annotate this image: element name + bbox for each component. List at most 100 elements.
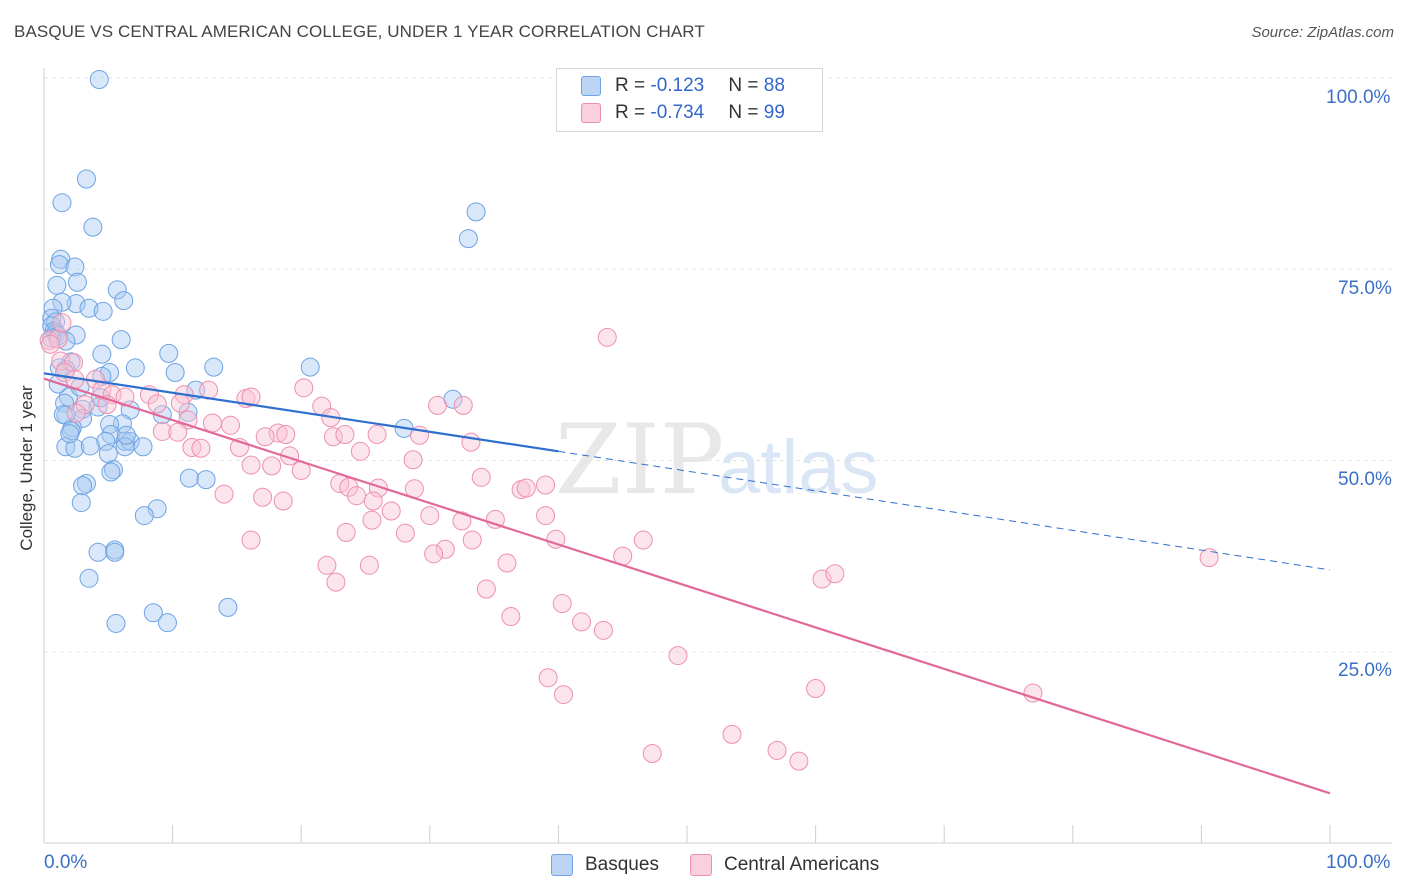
central-americans-point xyxy=(40,334,60,354)
chart-source: Source: ZipAtlas.com xyxy=(1251,24,1394,41)
central-americans-point xyxy=(403,450,423,470)
legend-item-central-americans[interactable]: Central Americans xyxy=(690,852,879,878)
central-americans-point xyxy=(276,424,296,444)
central-americans-point xyxy=(147,394,167,414)
y-axis-label: College, Under 1 year xyxy=(17,385,36,551)
legend-row-basques: R = -0.123 N = 88 xyxy=(581,74,785,98)
central-americans-point xyxy=(516,478,536,498)
central-americans-point xyxy=(461,432,481,452)
basques-point xyxy=(458,229,478,249)
watermark: ZIP atlas xyxy=(555,404,879,516)
central-americans-point xyxy=(722,724,742,744)
central-americans-point xyxy=(554,685,574,705)
basques-point xyxy=(93,301,113,321)
central-americans-point xyxy=(323,427,343,447)
basques-point xyxy=(114,291,134,311)
central-americans-point xyxy=(255,427,275,447)
legend-item-basques[interactable]: Basques xyxy=(551,852,659,878)
basques-point xyxy=(120,431,140,451)
y-tick-25: 25.0% xyxy=(1338,660,1392,681)
central-americans-point xyxy=(294,378,314,398)
basques-point xyxy=(125,358,145,378)
basques-point xyxy=(106,613,126,633)
central-americans-point xyxy=(536,506,556,526)
legend-n-value: 88 xyxy=(763,75,785,96)
legend-n-label: N = xyxy=(728,102,764,123)
basques-point xyxy=(107,280,127,300)
basques-point xyxy=(115,431,135,451)
central-americans-point xyxy=(214,484,234,504)
basques-swatch xyxy=(551,854,573,876)
central-americans-point xyxy=(268,423,288,443)
legend-r-label: R = xyxy=(615,102,651,123)
basques-point xyxy=(76,169,96,189)
basques-swatch xyxy=(581,76,601,96)
central-americans-point xyxy=(597,327,617,347)
axes xyxy=(43,68,1392,844)
basques-point xyxy=(56,331,76,351)
central-americans-point xyxy=(362,510,382,530)
central-americans-point xyxy=(253,487,273,507)
central-americans-point xyxy=(476,579,496,599)
central-americans-points xyxy=(39,313,1219,771)
central-americans-point xyxy=(241,387,261,407)
basques-point xyxy=(159,343,179,363)
legend-label: Central Americans xyxy=(724,854,880,875)
central-americans-point xyxy=(668,646,688,666)
central-americans-swatch xyxy=(581,103,601,123)
central-americans-point xyxy=(452,511,472,531)
central-americans-point xyxy=(497,553,517,573)
y-tick-75: 75.0% xyxy=(1338,278,1392,299)
gridlines xyxy=(44,77,1392,653)
basques-point xyxy=(66,294,86,314)
central-americans-point xyxy=(326,572,346,592)
basques-point xyxy=(79,568,99,588)
basques-point xyxy=(105,542,125,562)
central-americans-point xyxy=(825,564,845,584)
central-americans-point xyxy=(241,455,261,475)
central-americans-point xyxy=(115,387,135,407)
central-americans-point xyxy=(202,413,222,433)
correlation-legend: R = -0.123 N = 88 R = -0.734 N = 99 xyxy=(556,68,823,132)
central-americans-point xyxy=(335,424,355,444)
y-tick-100: 100.0% xyxy=(1326,87,1391,108)
central-americans-point xyxy=(485,509,505,529)
central-americans-point xyxy=(191,438,211,458)
basques-point xyxy=(60,424,80,444)
central-americans-point xyxy=(462,530,482,550)
basques-point xyxy=(52,193,72,213)
basques-point xyxy=(42,328,62,348)
central-americans-point xyxy=(420,506,440,526)
central-americans-point xyxy=(350,441,370,461)
basques-trend-extension xyxy=(558,450,1331,571)
basques-point xyxy=(111,330,131,350)
basques-trend-line xyxy=(43,372,559,453)
legend-label: Basques xyxy=(585,854,659,875)
central-americans-point xyxy=(395,523,415,543)
central-americans-point xyxy=(241,530,261,550)
legend-n-label: N = xyxy=(728,75,764,96)
basques-point xyxy=(204,357,224,377)
basques-point xyxy=(65,257,85,277)
central-americans-point xyxy=(767,740,787,760)
basques-point xyxy=(133,437,153,457)
basques-point xyxy=(73,476,93,496)
central-americans-point xyxy=(789,751,809,771)
basques-point xyxy=(71,493,91,513)
central-americans-point xyxy=(367,424,387,444)
x-tick-100: 100.0% xyxy=(1326,852,1391,873)
basques-point xyxy=(165,363,185,383)
basques-points xyxy=(42,70,486,633)
basques-point xyxy=(83,217,103,237)
central-americans-point xyxy=(552,594,572,614)
central-americans-point xyxy=(381,501,401,521)
legend-r-value: -0.734 xyxy=(650,102,705,123)
chart-title: BASQUE VS CENTRAL AMERICAN COLLEGE, UNDE… xyxy=(14,22,705,41)
central-americans-point xyxy=(273,491,293,511)
basques-point xyxy=(103,460,123,480)
basques-point xyxy=(67,272,87,292)
basques-point xyxy=(80,436,100,456)
central-americans-point xyxy=(52,313,72,333)
central-americans-point xyxy=(336,522,356,542)
